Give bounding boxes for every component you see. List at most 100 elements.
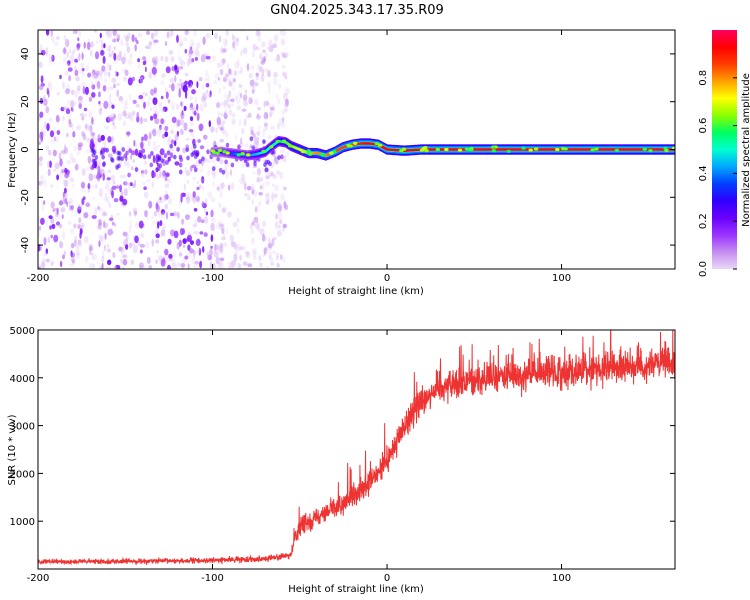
noise-blob <box>276 55 279 61</box>
noise-blob <box>269 255 272 260</box>
noise-blob <box>196 138 200 145</box>
noise-blob <box>98 187 104 197</box>
noise-blob <box>96 173 101 182</box>
noise-blob <box>219 68 224 76</box>
noise-blob <box>242 94 248 101</box>
noise-blob <box>172 250 177 257</box>
noise-blob <box>116 54 122 61</box>
noise-blob <box>248 112 253 118</box>
noise-blob <box>242 261 248 266</box>
noise-blob <box>279 219 283 225</box>
noise-blob <box>106 188 112 192</box>
noise-blob <box>146 256 151 264</box>
noise-blob <box>248 97 253 105</box>
noise-blob <box>39 111 44 118</box>
noise-blob <box>196 81 199 89</box>
noise-blob <box>69 177 75 182</box>
noise-blob <box>164 194 169 200</box>
noise-blob <box>205 69 208 78</box>
noise-blob <box>204 77 209 82</box>
noise-blob <box>194 56 198 61</box>
noise-blob <box>108 44 112 49</box>
noise-blob <box>106 243 110 249</box>
noise-blob <box>119 174 124 179</box>
noise-blob <box>255 46 260 51</box>
noise-blob <box>209 248 213 256</box>
noise-blob <box>219 223 224 228</box>
ridge-dot <box>308 152 313 156</box>
noise-blob <box>108 30 112 33</box>
noise-blob <box>137 152 142 158</box>
noise-blob <box>236 217 240 223</box>
noise-blob <box>52 149 58 157</box>
noise-blob <box>76 250 79 257</box>
noise-blob <box>249 126 254 131</box>
noise-blob <box>282 92 288 101</box>
noise-blob <box>196 186 200 191</box>
noise-blob <box>257 107 261 111</box>
noise-blob <box>120 191 124 197</box>
noise-blob <box>63 250 66 257</box>
noise-blob <box>123 174 126 179</box>
noise-blob <box>127 172 131 178</box>
noise-blob <box>193 207 198 212</box>
noise-blob <box>218 202 222 209</box>
noise-blob <box>106 177 111 181</box>
noise-blob <box>107 32 112 38</box>
noise-blob <box>151 171 157 178</box>
noise-blob <box>230 182 235 190</box>
noise-blob <box>144 169 148 175</box>
noise-blob <box>244 143 249 148</box>
noise-blob <box>55 221 61 226</box>
x-tick-label: -100 <box>201 573 224 584</box>
noise-blob <box>223 99 228 108</box>
noise-blob <box>259 65 263 73</box>
noise-blob <box>111 77 117 84</box>
noise-blob <box>129 219 132 225</box>
noise-blob <box>103 69 108 77</box>
noise-blob <box>80 82 86 88</box>
noise-blob <box>148 132 152 140</box>
noise-blob <box>72 131 76 138</box>
noise-blob <box>96 160 102 166</box>
noise-blob <box>38 263 41 269</box>
noise-blob <box>156 250 159 254</box>
noise-blob <box>124 69 129 77</box>
noise-blob <box>101 255 105 263</box>
noise-blob <box>142 56 147 61</box>
noise-blob <box>194 96 198 105</box>
noise-blob <box>232 33 235 41</box>
noise-blob <box>62 191 65 199</box>
noise-blob <box>203 101 207 108</box>
noise-blob <box>70 89 75 96</box>
ridge-dot <box>306 149 311 153</box>
noise-blob <box>201 185 205 192</box>
noise-blob <box>138 94 144 100</box>
noise-blob <box>237 58 240 67</box>
noise-blob <box>280 254 283 260</box>
noise-blob <box>258 192 263 196</box>
noise-blob <box>71 157 77 164</box>
noise-blob <box>271 172 275 177</box>
y-tick-label: 2000 <box>10 469 35 480</box>
noise-blob <box>68 220 72 225</box>
noise-blob <box>103 43 106 49</box>
noise-blob <box>236 105 242 111</box>
noise-blob <box>237 91 241 98</box>
noise-blob <box>139 244 145 248</box>
noise-blob <box>165 211 169 220</box>
noise-blob <box>165 91 169 99</box>
noise-blob <box>92 150 97 156</box>
ridge-dot <box>424 149 429 153</box>
noise-blob <box>68 48 72 55</box>
noise-blob <box>91 84 96 90</box>
noise-blob <box>68 75 72 82</box>
noise-blob <box>224 163 229 172</box>
noise-blob <box>275 221 279 230</box>
noise-blob <box>98 91 102 96</box>
noise-blob <box>262 49 266 53</box>
noise-blob <box>176 146 180 152</box>
noise-blob <box>221 122 224 129</box>
noise-blob <box>152 128 157 137</box>
noise-blob <box>173 211 178 217</box>
